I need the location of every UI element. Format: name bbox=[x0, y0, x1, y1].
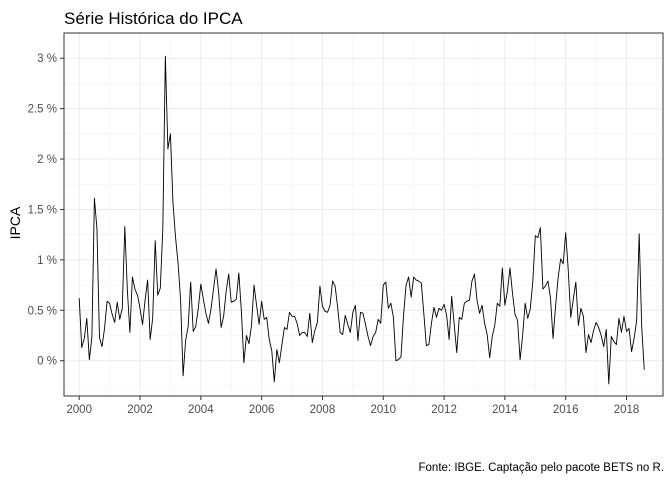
x-tick-label: 2006 bbox=[249, 404, 275, 416]
x-tick-label: 2018 bbox=[614, 404, 640, 416]
x-axis: 2000 2002 2004 2006 2008 2010 2012 2014 2016 2018 bbox=[66, 396, 639, 416]
y-axis-label: IPCA bbox=[7, 206, 23, 239]
grid-major bbox=[63, 32, 664, 397]
x-tick-label: 2014 bbox=[492, 404, 518, 416]
y-axis: 0 % 0.5 % 1 % 1.5 % 2 % 2.5 % 3 % bbox=[28, 53, 64, 368]
y-tick-label: 2 % bbox=[37, 154, 57, 166]
x-tick-label: 2016 bbox=[553, 404, 579, 416]
grid-minor bbox=[64, 32, 663, 396]
x-tick-label: 2002 bbox=[127, 404, 153, 416]
x-tick-label: 2000 bbox=[66, 404, 92, 416]
x-tick-label: 2004 bbox=[188, 404, 214, 416]
y-tick-label: 1 % bbox=[37, 255, 57, 267]
y-tick-label: 0.5 % bbox=[28, 305, 57, 317]
x-tick-label: 2008 bbox=[310, 404, 336, 416]
y-tick-label: 2.5 % bbox=[28, 104, 57, 116]
y-tick-label: 1.5 % bbox=[28, 204, 57, 216]
y-tick-label: 3 % bbox=[37, 53, 57, 65]
series-line-ipca bbox=[78, 55, 645, 385]
x-tick-label: 2012 bbox=[431, 404, 457, 416]
y-tick-label: 0 % bbox=[37, 356, 57, 368]
plot-panel-border bbox=[63, 32, 664, 397]
chart-title: Série Histórica do IPCA bbox=[64, 9, 243, 28]
chart-caption: Fonte: IBGE. Captação pelo pacote BETS n… bbox=[419, 462, 664, 474]
x-tick-label: 2010 bbox=[370, 404, 396, 416]
